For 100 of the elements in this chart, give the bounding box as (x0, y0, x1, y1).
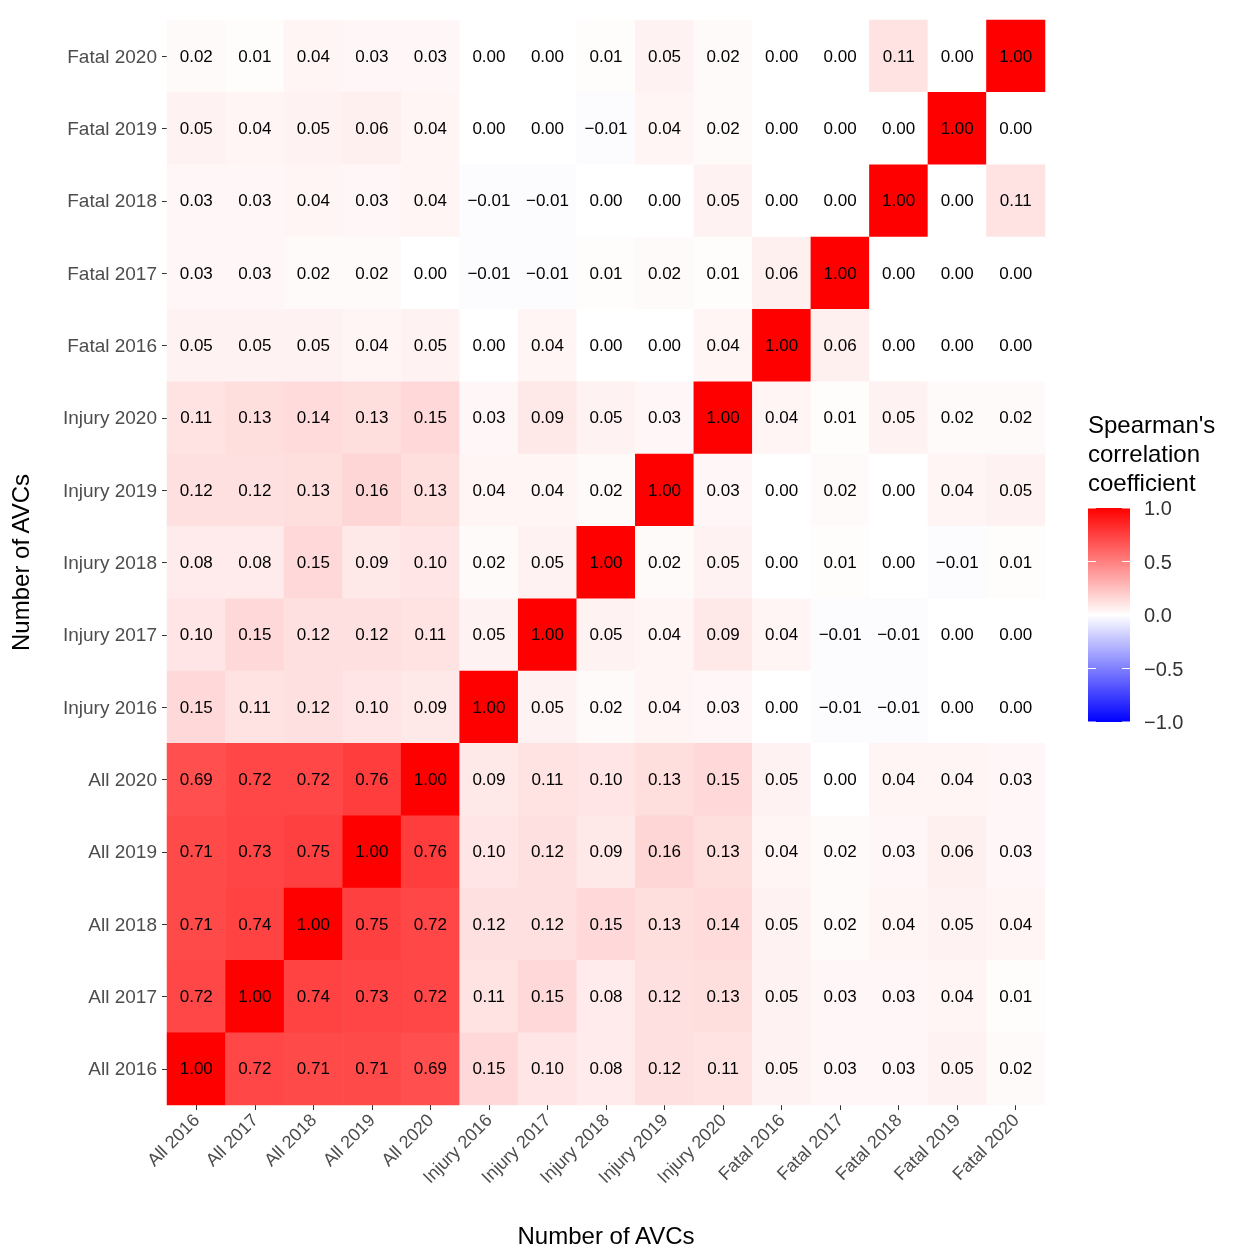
data-label: 0.02 (940, 408, 974, 428)
y-tick-label: All 2019 (88, 841, 157, 863)
color-bar-label: −0.5 (1144, 657, 1184, 680)
data-label: −0.01 (584, 119, 628, 138)
data-label: 0.01 (589, 263, 623, 283)
data-label: 0.71 (179, 842, 213, 862)
data-label: 0.04 (999, 914, 1033, 934)
data-label: 0.08 (238, 553, 272, 572)
data-label: 0.00 (765, 553, 799, 572)
data-label: 0.12 (238, 480, 272, 500)
y-tick-label: All 2020 (88, 769, 157, 790)
data-label: 0.02 (706, 46, 740, 66)
data-label: 1.00 (765, 336, 799, 355)
data-label: 0.12 (179, 480, 213, 500)
data-label: 0.03 (823, 987, 857, 1006)
data-label: −0.01 (877, 697, 921, 717)
data-label: 0.16 (355, 480, 389, 500)
data-label: 0.00 (940, 46, 974, 66)
data-label: 0.00 (999, 625, 1033, 645)
y-tick-label: Fatal 2020 (67, 45, 157, 67)
data-label: 0.73 (238, 842, 272, 862)
data-label: 0.05 (589, 408, 623, 428)
data-label: 0.09 (413, 697, 447, 717)
data-label: 0.14 (706, 914, 740, 934)
y-tick-label: Injury 2017 (62, 624, 157, 646)
y-tick-label: Fatal 2016 (67, 335, 157, 356)
data-label: 0.00 (882, 553, 916, 572)
data-label: −0.01 (467, 191, 511, 211)
data-label: 0.05 (999, 480, 1033, 500)
data-label: 0.05 (940, 914, 974, 934)
data-label: 0.05 (413, 336, 447, 355)
data-label: 0.00 (413, 263, 447, 283)
data-label: 0.04 (765, 842, 799, 862)
data-label: 0.03 (882, 842, 916, 862)
data-label: 0.03 (355, 46, 389, 66)
data-label: 0.00 (999, 697, 1033, 717)
data-label: 0.04 (765, 408, 799, 428)
data-label: 0.00 (940, 336, 974, 355)
data-label: 0.05 (238, 336, 272, 355)
data-label: 0.12 (647, 1059, 682, 1079)
y-tick-label: All 2017 (88, 986, 157, 1007)
data-label: 0.03 (238, 191, 272, 211)
data-label: 0.02 (823, 842, 857, 862)
data-label: 0.04 (413, 191, 447, 211)
legend-title: Spearman's correlation coefficient (1088, 411, 1222, 496)
data-label: 0.05 (765, 770, 799, 789)
data-label: 0.10 (530, 1059, 565, 1079)
data-label: 0.02 (999, 408, 1033, 428)
data-label: −0.01 (525, 263, 569, 283)
y-axis-title: Number of AVCs (6, 474, 34, 651)
data-label: 0.09 (589, 842, 623, 862)
data-label: 0.00 (882, 263, 916, 283)
data-label: 0.74 (296, 987, 330, 1006)
data-label: 0.11 (999, 191, 1032, 211)
data-label: 0.02 (647, 553, 682, 572)
data-label: 0.72 (238, 1059, 272, 1079)
data-label: 0.05 (940, 1059, 974, 1079)
data-label: 0.03 (355, 191, 389, 211)
data-label: 0.05 (765, 1059, 799, 1079)
data-label: 0.00 (999, 336, 1033, 355)
data-label: 0.74 (238, 914, 272, 934)
data-label: 0.11 (180, 408, 213, 428)
data-label: 0.00 (823, 119, 857, 138)
data-label: 0.02 (706, 119, 740, 138)
data-label: 0.72 (413, 987, 447, 1006)
data-label: 0.06 (355, 119, 389, 138)
data-label: 0.00 (589, 336, 623, 355)
data-label: 0.00 (647, 336, 682, 355)
data-label: 0.05 (179, 336, 213, 355)
data-label: 0.00 (472, 46, 506, 66)
data-label: 0.05 (647, 46, 682, 66)
data-label: 0.13 (647, 914, 682, 934)
data-label: 0.13 (706, 987, 740, 1006)
data-label: 0.13 (413, 480, 447, 500)
data-label: 1.00 (296, 914, 330, 934)
data-label: 0.01 (999, 987, 1033, 1006)
data-label: 0.00 (472, 119, 506, 138)
data-label: 0.02 (823, 480, 857, 500)
data-label: 0.11 (531, 770, 564, 789)
data-label: 0.11 (882, 46, 915, 66)
data-label: 0.02 (823, 914, 857, 934)
data-label: 0.04 (296, 191, 330, 211)
data-label: 0.10 (472, 842, 506, 862)
data-label: 0.04 (940, 770, 974, 789)
data-label: 0.02 (179, 46, 213, 66)
y-tick-label: Injury 2019 (62, 479, 157, 501)
y-tick-label: Fatal 2019 (67, 118, 157, 139)
data-label: 0.12 (530, 914, 565, 934)
data-label: 0.04 (530, 480, 565, 500)
data-label: 1.00 (647, 480, 682, 500)
data-label: 0.00 (530, 119, 565, 138)
data-label: 1.00 (882, 191, 916, 211)
data-label: 0.09 (355, 553, 389, 572)
data-label: 0.72 (238, 770, 272, 789)
data-label: 1.00 (706, 408, 740, 428)
data-label: 0.15 (530, 987, 565, 1006)
data-label: 0.05 (706, 191, 740, 211)
data-label: 0.00 (823, 191, 857, 211)
data-label: 0.05 (765, 987, 799, 1006)
data-label: 0.04 (706, 336, 740, 355)
